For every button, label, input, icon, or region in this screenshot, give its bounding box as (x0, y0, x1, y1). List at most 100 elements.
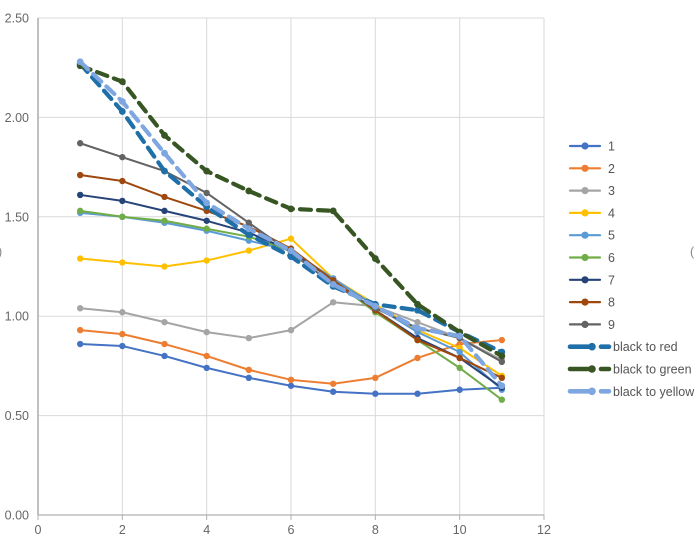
data-point (287, 382, 295, 389)
data-point (118, 98, 126, 105)
data-point (245, 187, 253, 195)
left-edge-fragment: ) (0, 245, 2, 259)
data-point (118, 108, 126, 115)
right-edge-fragment: ( (690, 245, 694, 259)
data-point (414, 300, 421, 308)
clipped-edge-labels: )( (0, 245, 694, 259)
data-point (456, 386, 463, 393)
y-axis-tick-label: 1.50 (5, 210, 29, 224)
data-point (245, 334, 253, 342)
data-point (245, 231, 253, 239)
legend-item-3[interactable]: 3 (568, 184, 615, 198)
legend-label: 4 (608, 206, 615, 220)
data-point (456, 354, 463, 362)
y-axis-tick-label: 0.00 (5, 509, 29, 523)
legend-item-1[interactable]: 1 (568, 140, 615, 154)
legend-item-9[interactable]: 9 (568, 318, 615, 332)
data-point (161, 263, 168, 270)
legend-label: 7 (608, 273, 615, 287)
data-point (456, 364, 463, 372)
data-point (287, 376, 295, 384)
grid-lines (38, 17, 545, 516)
data-point (119, 342, 126, 350)
data-point (76, 207, 84, 215)
data-point (203, 225, 210, 232)
data-point (161, 149, 168, 157)
legend-item-6[interactable]: 6 (568, 251, 615, 265)
data-point (119, 197, 126, 205)
legend-swatch-marker (581, 298, 589, 306)
data-point (287, 205, 295, 213)
data-point (498, 336, 506, 344)
data-point (119, 153, 126, 161)
data-point (245, 247, 253, 254)
legend-swatch-marker (581, 253, 589, 262)
legend-swatch-marker (581, 320, 589, 328)
legend-swatch-marker (581, 142, 589, 150)
data-point (76, 171, 84, 179)
y-axis-tick-label: 0.50 (5, 409, 29, 423)
legend-item-7[interactable]: 7 (568, 273, 615, 287)
legend-label: black to red (613, 340, 678, 354)
data-point (118, 78, 126, 86)
data-point (161, 352, 168, 360)
legend-swatch-marker (581, 231, 589, 239)
data-point (414, 354, 421, 362)
data-point (203, 328, 210, 336)
y-axis-tick-label: 2.00 (5, 111, 29, 125)
data-point (161, 318, 168, 326)
data-point (203, 167, 211, 175)
data-point (119, 177, 126, 185)
legend-swatch-marker (581, 164, 589, 172)
legend-label: 9 (608, 318, 615, 332)
chart-legend[interactable]: 1 2 3 4 5 6 7 8 9 black to red black to green black… (567, 140, 694, 399)
data-point (371, 302, 379, 310)
data-point (161, 193, 168, 201)
data-point (245, 366, 253, 374)
data-point (203, 217, 210, 224)
legend-item-8[interactable]: 8 (568, 296, 615, 310)
legend-item-2[interactable]: 2 (568, 162, 615, 176)
legend-item-black-to-red[interactable]: black to red (567, 340, 678, 354)
x-axis-tick-label: 4 (203, 523, 210, 536)
data-point (456, 332, 464, 340)
series-2 (76, 326, 506, 387)
data-point (287, 326, 295, 334)
data-point (203, 189, 210, 197)
data-point (498, 358, 506, 366)
data-point (119, 330, 126, 338)
x-axis-tick-label: 0 (35, 523, 42, 536)
data-point (203, 257, 210, 264)
data-point (329, 388, 337, 395)
x-axis-tick-label: 2 (119, 523, 126, 536)
data-point (203, 364, 210, 372)
data-point (119, 213, 126, 220)
x-axis-tick-label: 10 (453, 523, 467, 536)
y-axis-tick-labels: 0.00 0.50 1.00 1.50 2.00 2.50 (5, 12, 29, 523)
legend-item-black-to-yellow[interactable]: black to yellow (567, 385, 694, 399)
data-point (287, 247, 295, 255)
data-point (372, 374, 379, 382)
legend-item-5[interactable]: 5 (568, 229, 615, 243)
data-point (245, 219, 253, 226)
legend-swatch-marker (581, 187, 589, 195)
data-point (414, 390, 421, 397)
data-point (245, 374, 253, 382)
x-axis-tick-labels: 0 2 4 6 8 10 12 (35, 523, 551, 536)
legend-swatch-marker (588, 387, 596, 396)
data-point (414, 306, 421, 314)
data-point (329, 207, 337, 215)
data-point (203, 199, 211, 207)
legend-label: 1 (608, 140, 615, 154)
legend-item-black-to-green[interactable]: black to green (567, 363, 692, 377)
data-point (76, 340, 84, 348)
legend-item-4[interactable]: 4 (568, 206, 615, 220)
data-point (161, 167, 168, 175)
data-point (76, 58, 84, 66)
data-point (329, 299, 337, 306)
x-axis-tick-label: 8 (372, 523, 379, 536)
legend-swatch-marker (581, 209, 589, 217)
legend-label: 2 (608, 162, 615, 176)
legend-label: black to green (613, 363, 692, 377)
